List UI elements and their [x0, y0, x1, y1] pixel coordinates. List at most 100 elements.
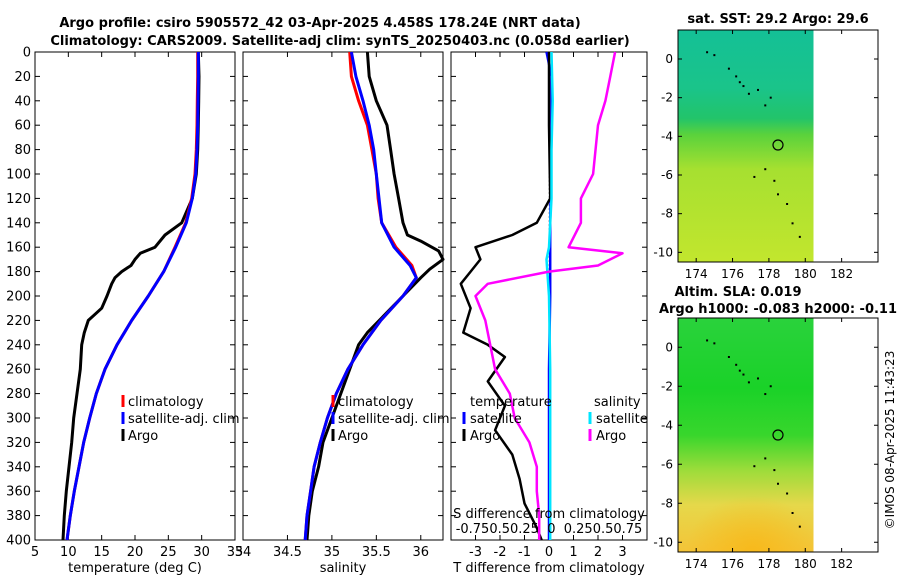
x-tick-label: 0: [545, 545, 553, 560]
legend-satellite-label: satellite-adj. clim: [338, 412, 450, 427]
x-tick-label: 36: [413, 545, 430, 560]
legend-salinity-title: salinity: [594, 395, 641, 410]
island-marker: [735, 363, 738, 366]
series-line-satellite-adj-clim: [303, 51, 418, 541]
salinity-x-axis: 34 34.5 35 35.5 36: [235, 52, 429, 560]
x-tick-label: 20: [127, 545, 144, 560]
island-marker: [713, 54, 716, 57]
sla-islands: [706, 339, 801, 528]
figure-title-line1: Argo profile: csiro 5905572_42 03-Apr-20…: [59, 16, 580, 31]
temperature-panel: 0 20 40 60 80 100 120 140 160 180 200 220 240 260 280 3…: [6, 46, 243, 577]
difference-top-xlabel: S difference from climatology: [453, 507, 645, 522]
island-marker: [773, 469, 776, 472]
island-marker: [786, 203, 789, 205]
island-marker: [735, 75, 738, 78]
x-tick-label: 2: [594, 545, 602, 560]
difference-lines: [459, 51, 624, 541]
map-y-tick-label: 0: [665, 52, 673, 66]
map-y-tick-label: -4: [661, 129, 673, 143]
y-tick-label: 400: [6, 534, 31, 549]
y-tick-label: 160: [6, 241, 31, 256]
island-marker: [786, 492, 789, 495]
map-x-tick-label: 180: [794, 267, 817, 281]
x-tick-label: 1: [569, 545, 577, 560]
map-y-tick-label: 0: [665, 340, 673, 354]
map-x-tick-label: 174: [685, 557, 708, 571]
island-marker: [798, 525, 801, 528]
y-tick-label: 320: [6, 436, 31, 451]
map-y-tick-label: -10: [653, 245, 673, 259]
island-marker: [727, 356, 730, 358]
island-marker: [738, 81, 741, 84]
sst-map-panel: sat. SST: 29.2 Argo: 29.6 174 176 178 180 18…: [653, 12, 879, 281]
legend-s-argo-label: Argo: [596, 429, 626, 444]
legend-argo-label: Argo: [128, 429, 158, 444]
island-marker: [727, 67, 730, 70]
island-marker: [706, 339, 709, 342]
y-tick-label: 120: [6, 192, 31, 207]
island-marker: [777, 482, 779, 485]
series-line-s-satellite: [545, 51, 554, 540]
y-tick-label: 80: [14, 143, 31, 158]
map-y-tick-label: -10: [653, 535, 673, 549]
island-marker: [747, 381, 750, 384]
map-x-tick-label: 174: [685, 267, 708, 281]
island-marker: [791, 222, 794, 225]
legend-satellite-label: satellite-adj. clim: [128, 412, 240, 427]
sst-map-title: sat. SST: 29.2 Argo: 29.6: [687, 12, 868, 27]
difference-xlabel: T difference from climatology: [452, 561, 645, 576]
sla-argo-position-marker: [772, 429, 784, 441]
x-tick-label: 34.5: [273, 545, 302, 560]
salinity-panel: 34 34.5 35 35.5 36 salinity climatology sate…: [235, 51, 450, 576]
temperature-x-axis: 5 10 15 20 25 30 35: [31, 52, 243, 560]
legend-argo-label: Argo: [338, 429, 368, 444]
island-marker: [791, 512, 794, 514]
map-x-tick-label: 180: [794, 557, 817, 571]
island-marker: [769, 385, 772, 388]
map-x-tick-label: 176: [721, 267, 744, 281]
series-line-argo: [305, 51, 445, 541]
y-tick-label: 340: [6, 460, 31, 475]
x-tick-label: 35: [324, 545, 341, 560]
island-marker: [764, 457, 767, 460]
island-marker: [764, 168, 767, 171]
sst-heatmap: [678, 30, 814, 262]
difference-x-axis: -3 -2 -1 0 1 2 3: [469, 52, 627, 560]
map-x-tick-label: 178: [757, 557, 780, 571]
y-tick-label: 0: [23, 46, 31, 61]
y-tick-label: 240: [6, 338, 31, 353]
sla-map-subtitle: Argo h1000: -0.083 h2000: -0.11: [659, 302, 897, 317]
x-tick-label: 10: [60, 545, 77, 560]
x-tick-label: 35.5: [362, 545, 391, 560]
y-tick-label: 180: [6, 265, 31, 280]
island-marker: [764, 104, 767, 107]
island-marker: [769, 96, 772, 99]
depth-axis: 0 20 40 60 80 100 120 140 160 180 200 220 240 260 280 3…: [6, 46, 235, 549]
y-tick-label: 380: [6, 509, 31, 524]
map-y-tick-label: -2: [661, 379, 673, 393]
difference-y-ticks: [451, 51, 647, 541]
y-tick-label: 260: [6, 363, 31, 378]
temperature-lines: [61, 51, 201, 541]
x-tick-label: 34: [235, 545, 252, 560]
sla-map-panel: Altim. SLA: 0.019 Argo h1000: -0.083 h20…: [653, 285, 897, 571]
map-x-tick-label: 182: [830, 557, 853, 571]
difference-top-ticks: -0.750.50.25 0 0.250.50.75: [456, 522, 643, 537]
salinity-y-ticks: [243, 51, 443, 541]
island-marker: [777, 193, 779, 196]
map-y-tick-label: -4: [661, 418, 673, 432]
island-marker: [753, 175, 756, 178]
x-tick-label: -3: [469, 545, 482, 560]
sst-map-axis-ticks: 174 176 178 180 182 0 -2 -4 -6 -8 -10: [653, 30, 878, 281]
x-tick-label: -1: [518, 545, 531, 560]
island-marker: [798, 235, 801, 238]
sla-map-title: Altim. SLA: 0.019: [675, 285, 802, 300]
x-tick-label: 3: [618, 545, 626, 560]
legend-t-argo-label: Argo: [470, 429, 500, 444]
sla-heatmap-hotspot: [678, 440, 814, 552]
difference-legend: temperature satellite Argo salinity sate…: [462, 395, 648, 444]
series-line-t-argo: [459, 52, 552, 541]
x-tick-label: 15: [93, 545, 110, 560]
map-y-tick-label: -6: [661, 457, 673, 471]
